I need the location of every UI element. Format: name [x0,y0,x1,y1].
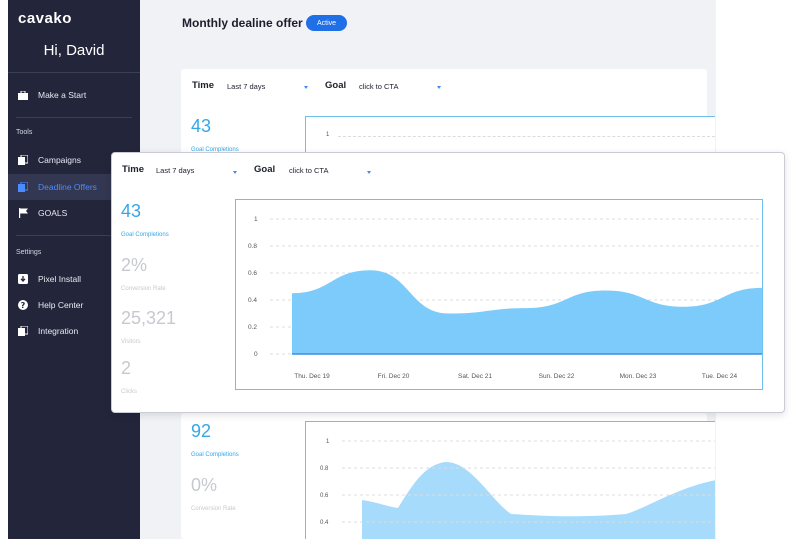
y-tick-label: 0.8 [248,243,257,250]
chart-frame-back-2: 1 0.8 0.6 0.4 [305,421,715,539]
goal-completions-label: Goal Completions [191,147,239,153]
chevron-down-icon[interactable] [304,86,308,89]
conversion-rate-value: 0% [191,475,218,495]
goal-filter-label: Goal [325,80,347,91]
chevron-down-icon[interactable] [233,171,237,174]
chevron-down-icon[interactable] [367,171,371,174]
sidebar-item-label: Help Center [38,300,84,310]
sidebar-item-goals[interactable]: GOALS [8,200,140,226]
copy-icon [18,155,28,165]
status-badge: Active [306,15,347,31]
download-icon [18,274,28,284]
y-tick-label: 0.8 [320,466,329,472]
help-icon: ? [18,300,28,310]
chevron-down-icon[interactable] [437,86,441,89]
sidebar-item-integration[interactable]: Integration [8,318,140,344]
gridline [338,136,715,137]
y-tick-label: 1 [254,216,258,223]
x-tick-label: Sun. Dec 22 [539,373,575,380]
sidebar-item-label: Integration [38,326,79,336]
sidebar-item-make-a-start[interactable]: Make a Start [8,82,140,108]
conversion-rate-label: Conversion Rate [191,506,236,512]
x-tick-label: Thu. Dec 19 [294,373,330,380]
goal-completions-value: 92 [191,421,212,441]
y-tick-label: 0.6 [248,270,257,277]
clicks-label: Clicks [121,389,137,395]
goal-completions-value: 43 [121,201,142,221]
stats-card-back: Time Last 7 days Goal click to CTA 43 Go… [181,69,715,166]
sidebar-divider [16,235,132,236]
greeting: Hi, David [43,42,105,59]
goal-completions-label: Goal Completions [121,232,169,238]
sidebar-item-label: Campaigns [38,155,81,165]
x-tick-label: Tue. Dec 24 [702,373,738,380]
y-tick-label: 0.4 [248,297,257,304]
sidebar-divider [8,72,140,73]
goal-completions-value: 43 [191,116,212,136]
y-tick-label: 0.2 [248,324,257,331]
sidebar-divider [16,117,132,118]
time-filter-select[interactable]: Last 7 days [227,82,266,91]
area-series [292,270,762,354]
svg-text:?: ? [21,301,26,310]
stats-card-back-2: 92 Goal Completions 0% Conversion Rate 1… [181,413,715,539]
sidebar-item-campaigns[interactable]: Campaigns [8,147,140,173]
y-tick-label: 1 [326,132,330,138]
conversion-rate-value: 2% [121,255,148,275]
page-title: Monthly dealine offer [182,16,303,30]
y-tick-label: 0.6 [320,493,329,499]
copy-icon [18,182,28,192]
sidebar-item-pixel-install[interactable]: Pixel Install [8,266,140,292]
goal-filter-label: Goal [254,164,276,175]
x-tick-label: Fri. Dec 20 [378,373,410,380]
area-series [362,462,715,539]
conversion-rate-label: Conversion Rate [121,286,166,292]
sidebar-section-settings: Settings [16,249,42,256]
logo[interactable]: cavako [18,10,72,27]
visitors-value: 25,321 [121,308,177,328]
x-tick-label: Sat. Dec 21 [458,373,492,380]
sidebar-item-label: GOALS [38,208,68,218]
visitors-label: Visitors [121,339,141,345]
y-tick-label: 0 [254,351,258,358]
goal-completions-label: Goal Completions [191,452,239,458]
sidebar-item-label: Pixel Install [38,274,81,284]
x-tick-label: Mon. Dec 23 [620,373,657,380]
y-tick-label: 0.4 [320,520,329,526]
flag-icon [18,208,28,218]
chart-frame: 1 0.8 0.6 0.4 0.2 0 Thu. Dec 19 Fri. Dec 20 Sat.… [235,199,763,390]
stats-card-front: Time Last 7 days Goal click to CTA 43 Go… [111,152,785,413]
goal-filter-select[interactable]: click to CTA [289,166,329,175]
copy-icon [18,326,28,336]
time-filter-select[interactable]: Last 7 days [156,166,195,175]
conversion-chart: 1 0.8 0.6 0.4 0.2 0 Thu. Dec 19 Fri. Dec 20 Sat.… [248,216,762,380]
time-filter-label: Time [122,164,145,175]
clicks-value: 2 [121,358,132,378]
briefcase-icon [18,90,28,100]
sidebar-section-tools: Tools [16,129,33,136]
sidebar-item-help-center[interactable]: ? Help Center [8,292,140,318]
sidebar-item-label: Make a Start [38,90,87,100]
sidebar-item-label: Deadline Offers [38,182,97,192]
y-tick-label: 1 [326,439,330,445]
time-filter-label: Time [192,80,215,91]
chart-back-2: 1 0.8 0.6 0.4 [320,439,715,539]
goal-filter-select[interactable]: click to CTA [359,82,399,91]
